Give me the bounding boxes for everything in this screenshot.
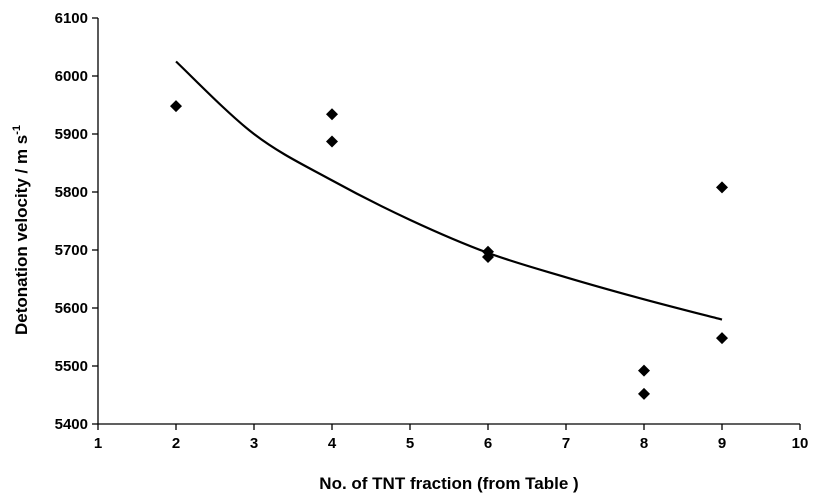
x-tick-label: 3 <box>250 435 258 452</box>
y-tick-label: 6000 <box>55 68 88 85</box>
data-point-marker <box>716 181 728 194</box>
x-tick-label: 1 <box>94 435 102 452</box>
trendline-group <box>175 60 723 321</box>
x-tick-label: 6 <box>484 435 492 452</box>
y-axis-ticks: 5400 5500 5600 5700 5800 5900 6000 6100 <box>55 10 98 433</box>
y-axis-title-main: Detonation velocity / m s <box>12 135 31 335</box>
x-tick-label: 2 <box>172 435 180 452</box>
data-point-marker <box>170 100 182 113</box>
data-point-marker <box>482 250 494 263</box>
x-axis-title: No. of TNT fraction (from Table ) <box>319 474 578 493</box>
x-tick-label: 7 <box>562 435 570 452</box>
trendline <box>175 60 723 321</box>
data-point-marker <box>638 364 650 377</box>
y-tick-label: 6100 <box>55 10 88 27</box>
chart-axes <box>97 18 800 425</box>
x-tick-label: 5 <box>406 435 414 452</box>
x-tick-label: 8 <box>640 435 648 452</box>
data-point-marker <box>716 332 728 345</box>
y-tick-label: 5700 <box>55 242 88 259</box>
data-points <box>170 100 728 400</box>
x-tick-label: 4 <box>328 435 337 452</box>
x-tick-label: 9 <box>718 435 726 452</box>
y-tick-label: 5600 <box>55 300 88 317</box>
y-tick-label: 5400 <box>55 416 88 433</box>
x-axis-ticks: 1 2 3 4 5 6 7 8 9 10 <box>94 424 809 452</box>
data-point-marker <box>326 108 338 121</box>
y-tick-label: 5500 <box>55 358 88 375</box>
y-tick-label: 5800 <box>55 184 88 201</box>
data-point-marker <box>326 135 338 148</box>
x-tick-label: 10 <box>792 435 809 452</box>
y-axis-title-unit-exponent: -1 <box>11 125 23 135</box>
y-axis-title: Detonation velocity / m s-1 <box>11 125 31 335</box>
data-point-marker <box>638 387 650 400</box>
y-tick-label: 5900 <box>55 126 88 143</box>
